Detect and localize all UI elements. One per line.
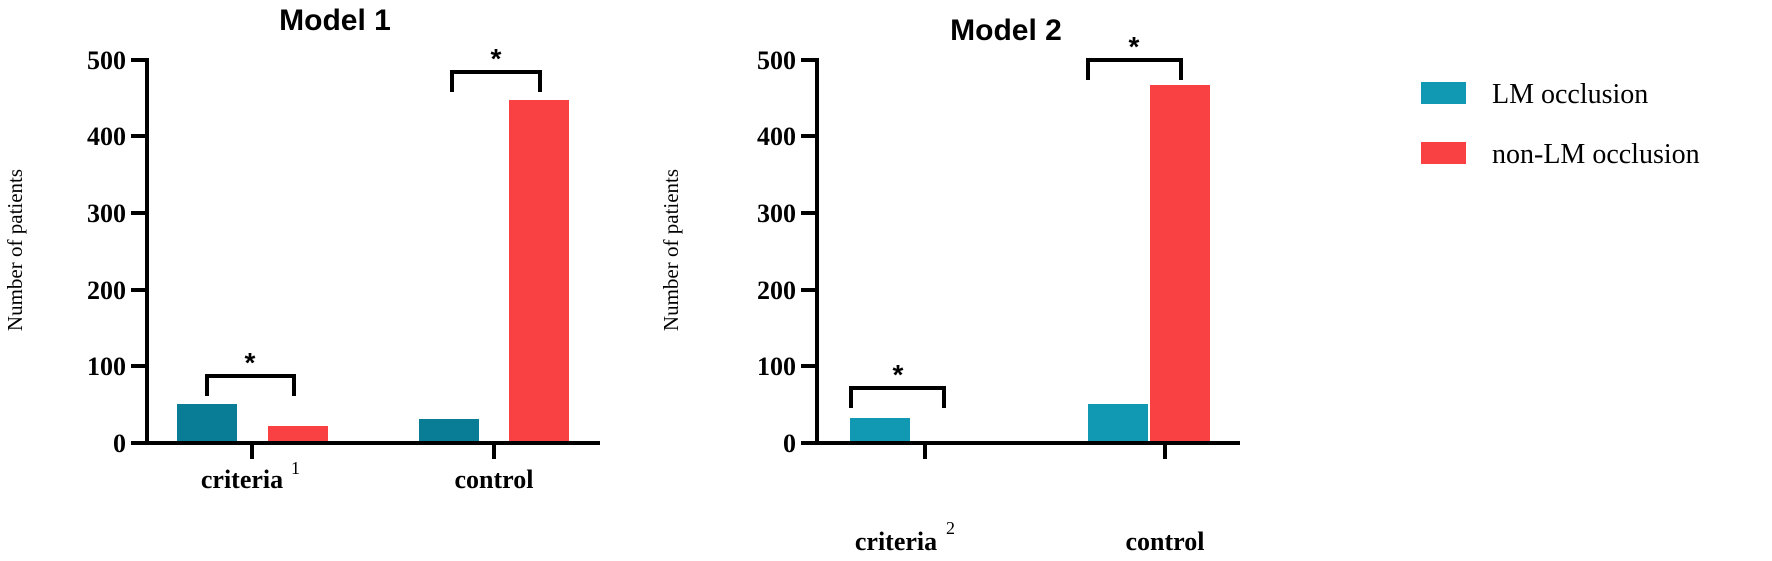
legend-swatch-lm — [1421, 82, 1466, 104]
svg-text:0: 0 — [783, 429, 796, 458]
y-ticks — [801, 58, 819, 445]
chart-title: Model 1 — [279, 4, 391, 37]
x-category-criteria: criteria — [855, 527, 937, 556]
svg-text:200: 200 — [87, 276, 126, 305]
legend-swatch-nonlm — [1421, 142, 1466, 164]
y-tick-labels: 0 100 200 300 400 500 — [87, 46, 126, 458]
significance-bracket-control — [1086, 58, 1183, 80]
bar-criteria-lm — [850, 418, 910, 443]
significance-star: * — [1129, 31, 1140, 62]
y-tick-labels: 0 100 200 300 400 500 — [757, 46, 796, 458]
chart-title: Model 2 — [950, 14, 1062, 47]
svg-text:400: 400 — [87, 122, 126, 151]
legend-label-nonlm: non-LM occlusion — [1492, 139, 1700, 170]
bar-control-lm — [1088, 404, 1148, 443]
bar-control-lm — [419, 419, 479, 443]
significance-bracket-control — [450, 70, 542, 92]
svg-text:0: 0 — [113, 429, 126, 458]
significance-star: * — [245, 347, 256, 378]
significance-bracket-criteria — [205, 374, 296, 396]
y-ticks — [131, 58, 149, 445]
bar-control-nonlm — [509, 100, 569, 443]
y-axis-label: Number of patients — [3, 169, 27, 331]
bar-control-nonlm — [1150, 85, 1210, 443]
legend: LM occlusion non-LM occlusion — [1421, 79, 1700, 170]
y-axis-label: Number of patients — [659, 169, 683, 331]
chart-model-1: Model 1 Number of patients 0 100 200 300… — [3, 4, 600, 494]
x-category-criteria: criteria — [201, 465, 283, 494]
bar-criteria-lm — [177, 404, 237, 443]
legend-label-lm: LM occlusion — [1492, 79, 1648, 110]
svg-text:500: 500 — [87, 46, 126, 75]
x-category-control: control — [1126, 527, 1205, 556]
svg-text:200: 200 — [757, 276, 796, 305]
significance-star: * — [893, 359, 904, 390]
chart-model-2: Model 2 Number of patients 0 100 200 300… — [659, 14, 1240, 556]
svg-text:300: 300 — [757, 199, 796, 228]
significance-bracket-criteria — [849, 386, 946, 408]
svg-text:500: 500 — [757, 46, 796, 75]
significance-star: * — [491, 43, 502, 74]
svg-text:100: 100 — [757, 352, 796, 381]
x-category-superscript: 1 — [291, 458, 300, 478]
x-category-superscript: 2 — [946, 518, 955, 538]
svg-text:100: 100 — [87, 352, 126, 381]
bar-criteria-nonlm — [268, 426, 328, 443]
svg-text:400: 400 — [757, 122, 796, 151]
x-category-control: control — [455, 465, 534, 494]
svg-text:300: 300 — [87, 199, 126, 228]
